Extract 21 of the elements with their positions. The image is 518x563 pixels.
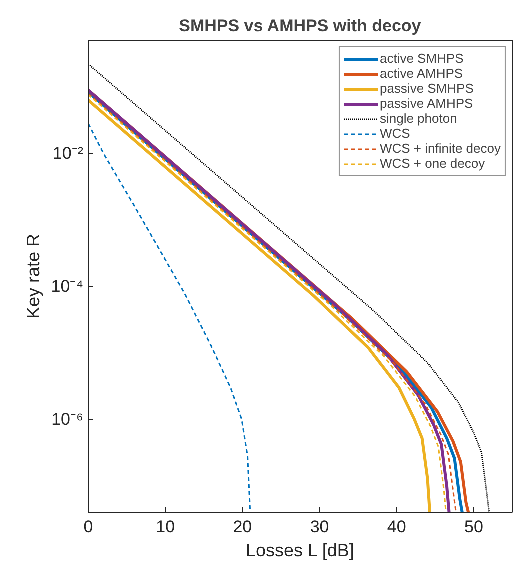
x-tick-label: 20 <box>233 518 252 536</box>
y-tick-label: 10⁻² <box>52 144 84 163</box>
x-tick-label: 10 <box>156 518 176 536</box>
x-axis-title: Losses L [dB] <box>246 540 354 560</box>
y-tick-label: 10⁻⁶ <box>52 410 84 430</box>
chart-title: SMHPS vs AMHPS with decoy <box>179 16 422 36</box>
legend-label: single photon <box>380 111 458 126</box>
legend-label: active AMHPS <box>380 66 464 81</box>
legend-label: WCS + one decoy <box>380 156 486 171</box>
x-tick-label: 30 <box>310 518 330 536</box>
x-tick-label: 40 <box>387 518 406 536</box>
legend-label: active SMHPS <box>380 51 464 66</box>
y-axis-title: Key rate R <box>23 234 44 320</box>
y-tick-label: 10⁻⁴ <box>51 277 84 296</box>
x-tick-label: 50 <box>464 518 484 536</box>
legend-label: WCS <box>380 126 410 141</box>
legend-label: passive AMHPS <box>380 96 474 111</box>
legend-label: WCS + infinite decoy <box>380 141 501 156</box>
line-series <box>88 123 252 512</box>
x-tick-label: 0 <box>84 518 94 536</box>
legend-label: passive SMHPS <box>380 81 474 96</box>
